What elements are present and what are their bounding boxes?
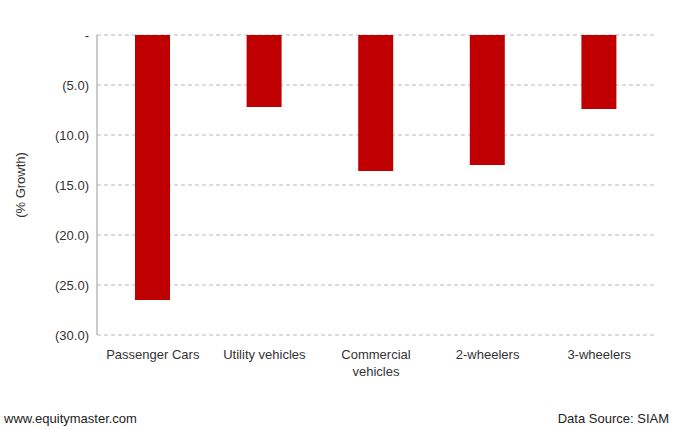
svg-text:Utility vehicles: Utility vehicles — [223, 347, 306, 362]
svg-text:(30.0): (30.0) — [55, 328, 89, 343]
svg-text:www.equitymaster.com: www.equitymaster.com — [8, 411, 137, 426]
svg-text:-: - — [85, 28, 89, 43]
svg-text:Commercialvehicles: Commercialvehicles — [341, 347, 410, 379]
svg-text:(% Growth): (% Growth) — [13, 152, 28, 218]
svg-text:2-wheelers: 2-wheelers — [456, 347, 520, 362]
svg-text:Passenger Cars: Passenger Cars — [106, 347, 200, 362]
svg-text:(25.0): (25.0) — [55, 278, 89, 293]
svg-text:Data Source: SIAM: Data Source: SIAM — [558, 411, 667, 426]
svg-text:(20.0): (20.0) — [55, 228, 89, 243]
svg-text:3-wheelers: 3-wheelers — [567, 347, 631, 362]
svg-text:(5.0): (5.0) — [62, 78, 89, 93]
svg-text:(15.0): (15.0) — [55, 178, 89, 193]
svg-text:(10.0): (10.0) — [55, 128, 89, 143]
